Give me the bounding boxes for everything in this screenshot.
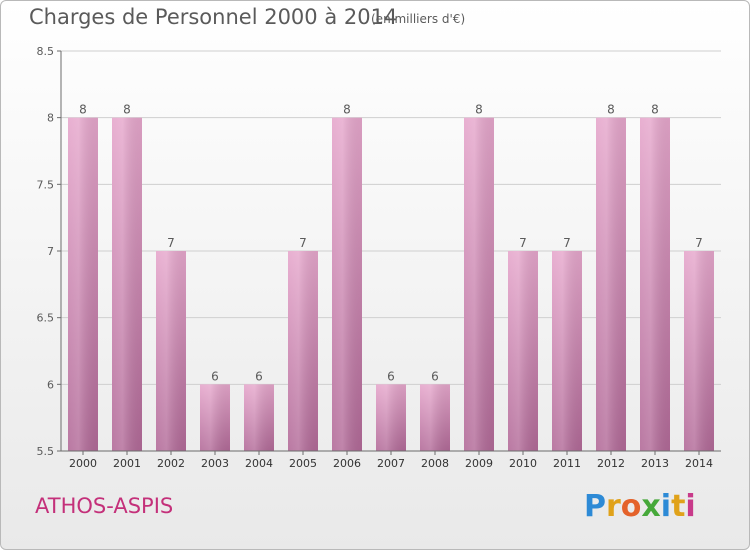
bar-value-label: 8 (343, 103, 351, 117)
bar-value-label: 6 (431, 369, 439, 383)
logo-letter: o (620, 489, 642, 524)
bar-value-label: 8 (651, 103, 659, 117)
bar-value-label: 8 (123, 103, 131, 117)
bar-value-label: 8 (607, 103, 615, 117)
bar-shade (640, 117, 670, 452)
bar-value-label: 7 (695, 236, 703, 250)
x-tick-label: 2008 (421, 457, 449, 470)
x-tick-label: 2003 (201, 457, 229, 470)
x-tick-label: 2012 (597, 457, 625, 470)
x-tick-label: 2011 (553, 457, 581, 470)
bar-shade (684, 251, 714, 451)
x-tick-label: 2014 (685, 457, 713, 470)
bar-value-label: 6 (387, 369, 395, 383)
x-tick-label: 2001 (113, 457, 141, 470)
bar-shade (68, 117, 98, 452)
bar-shade (156, 251, 186, 451)
x-tick-label: 2013 (641, 457, 669, 470)
logo-letter: t (671, 489, 686, 524)
bar-shade (596, 117, 626, 452)
x-tick-label: 2006 (333, 457, 361, 470)
town-name: ATHOS-ASPIS (35, 494, 174, 518)
x-tick-label: 2002 (157, 457, 185, 470)
bar-value-label: 7 (563, 236, 571, 250)
logo-letter: x (641, 489, 661, 524)
bar-value-label: 8 (79, 103, 87, 117)
bar-shade (200, 384, 230, 451)
proxiti-logo: Proxiti (584, 489, 696, 524)
y-tick-label: 5.5 (37, 445, 55, 458)
y-tick-label: 6.5 (37, 312, 55, 325)
x-tick-label: 2004 (245, 457, 273, 470)
bar-shade (288, 251, 318, 451)
x-tick-label: 2007 (377, 457, 405, 470)
x-tick-label: 2010 (509, 457, 537, 470)
bar-value-label: 6 (211, 369, 219, 383)
chart-subtitle: (en milliers d'€) (371, 12, 466, 26)
y-tick-label: 6 (47, 378, 54, 391)
x-tick-label: 2009 (465, 457, 493, 470)
bar-shade (244, 384, 274, 451)
bar-value-label: 7 (299, 236, 307, 250)
logo-letter: P (584, 489, 606, 524)
chart-title: Charges de Personnel 2000 à 2014 (29, 5, 398, 29)
x-tick-label: 2000 (69, 457, 97, 470)
bar-shade (376, 384, 406, 451)
y-tick-label: 8.5 (37, 45, 55, 58)
bar-shade (552, 251, 582, 451)
bar-shade (464, 117, 494, 452)
logo-letter: i (660, 489, 672, 524)
logo-letter: r (606, 489, 621, 524)
y-tick-label: 7 (47, 245, 54, 258)
bar-value-label: 7 (519, 236, 527, 250)
bar-shade (332, 117, 362, 452)
y-tick-label: 7.5 (37, 178, 55, 191)
bar-value-label: 7 (167, 236, 175, 250)
logo-letter: i (685, 489, 696, 524)
bar-shade (508, 251, 538, 451)
bar-shade (420, 384, 450, 451)
bar-shade (112, 117, 142, 452)
y-tick-label: 8 (47, 112, 54, 125)
x-tick-label: 2005 (289, 457, 317, 470)
bar-value-label: 6 (255, 369, 263, 383)
bar-value-label: 8 (475, 103, 483, 117)
